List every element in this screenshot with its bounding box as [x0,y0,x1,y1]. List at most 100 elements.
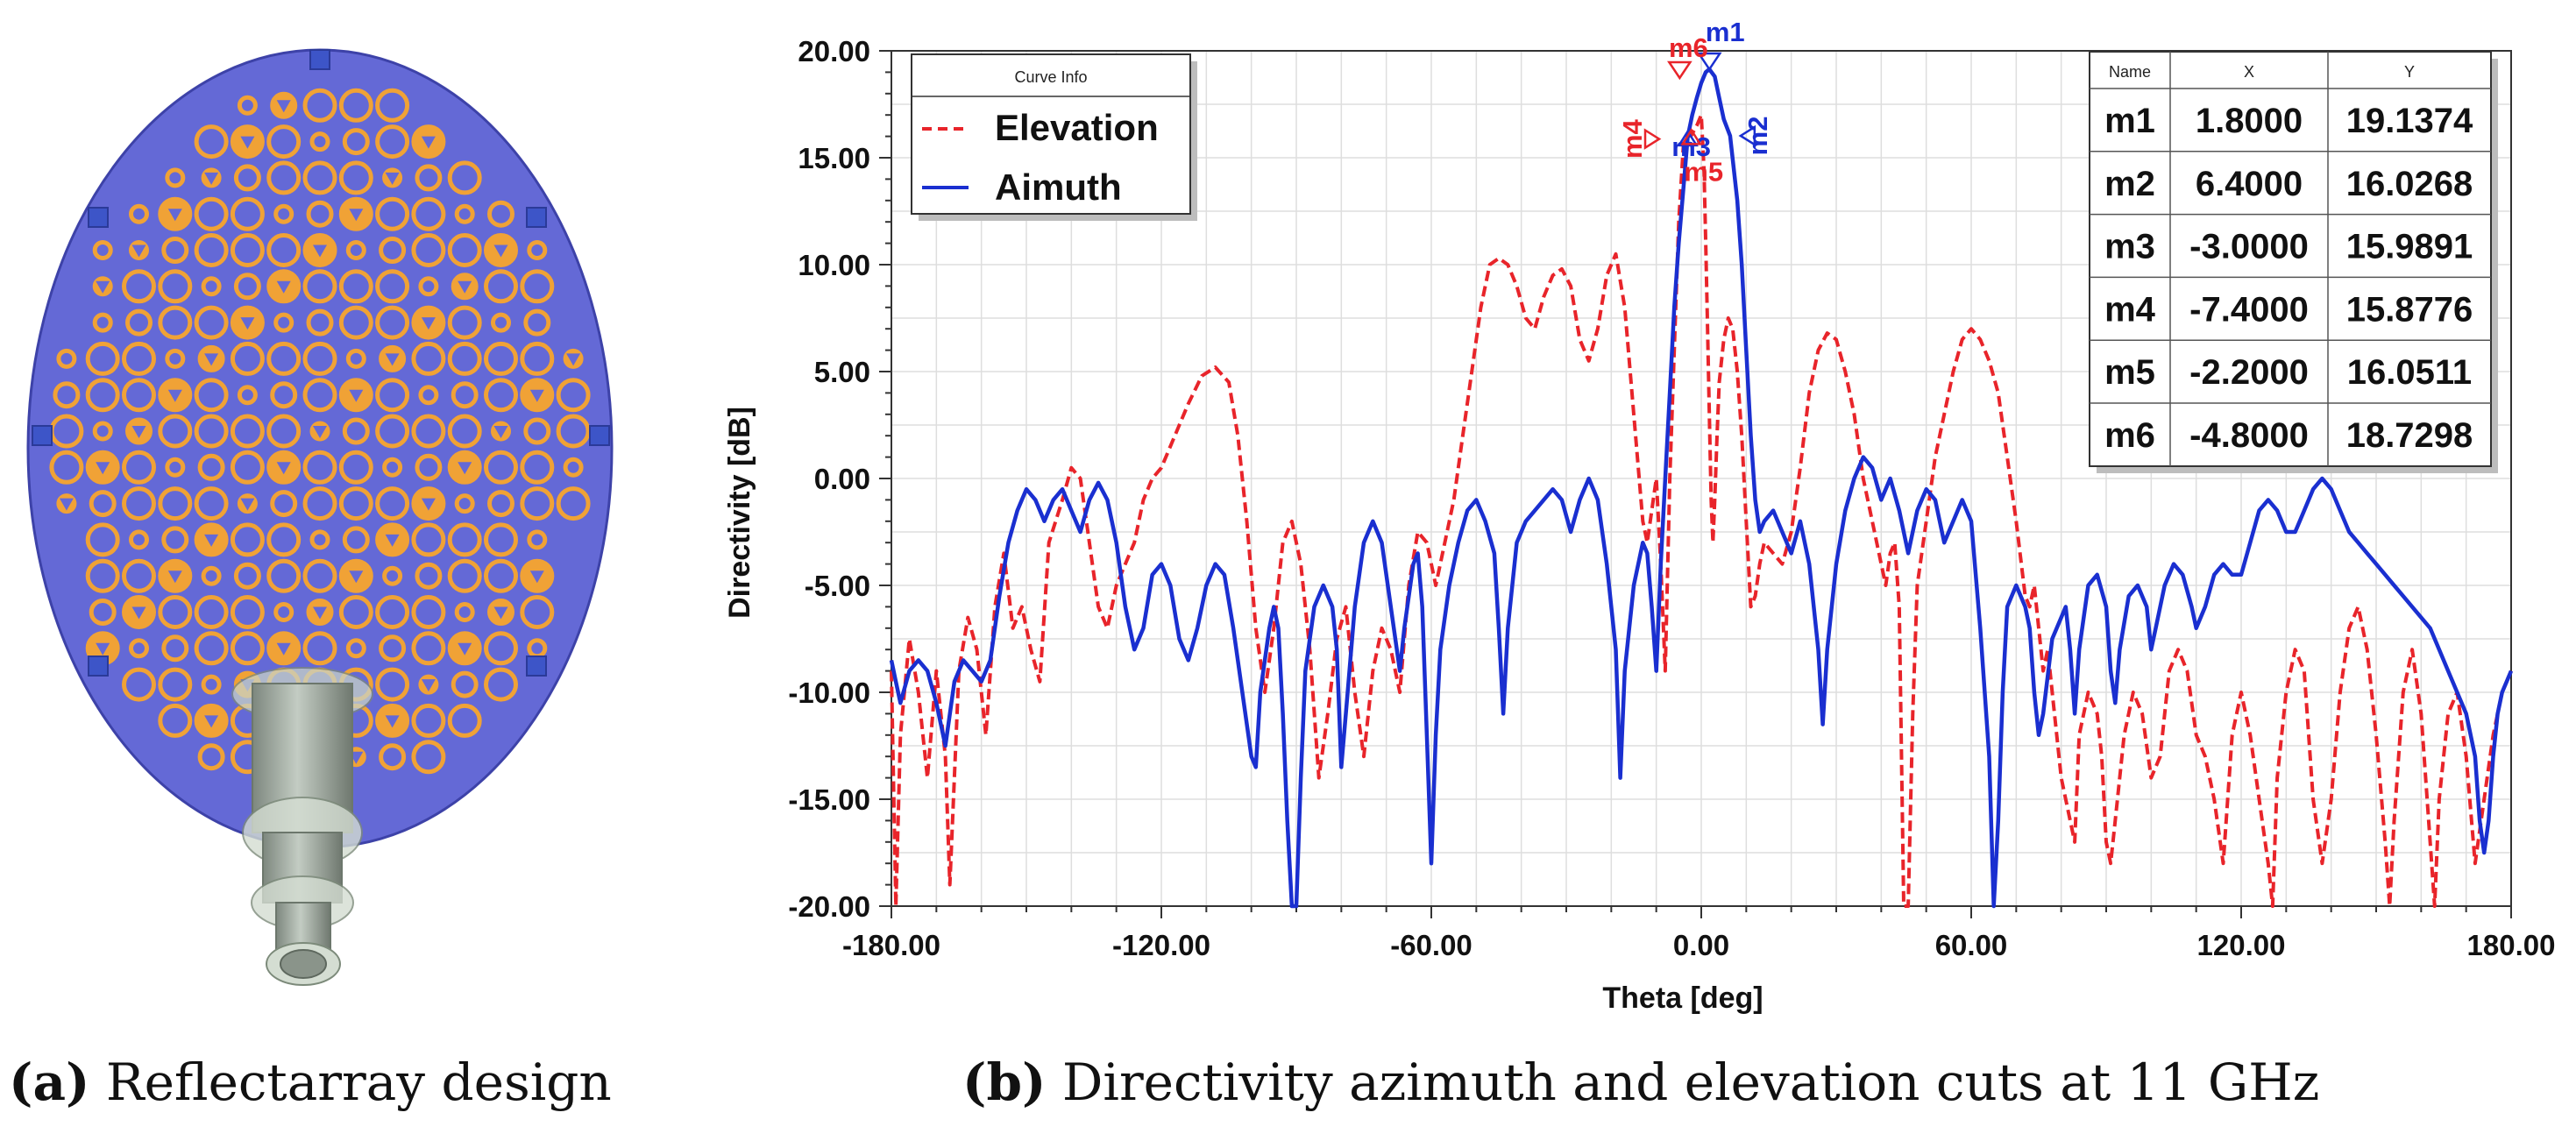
y-tick-label: 5.00 [814,356,870,388]
alignment-pad [309,49,330,70]
array-element [375,305,410,340]
array-element [338,595,373,629]
caption-a-text: Reflectarray design [105,1052,612,1112]
array-element-notch [493,606,508,620]
array-element [520,450,555,485]
array-element-notch [96,642,110,655]
array-element [487,200,514,228]
marker-m3-symbol [1677,129,1699,147]
table-cell-x: -3.0000 [2189,228,2309,266]
array-element [122,486,156,521]
directivity-chart: -180.00 -120.00 -60.00 0.00 60.00 120.00 180.0… [723,17,2555,1015]
table-cell-name: m3 [2104,228,2155,266]
array-element [266,160,302,195]
array-element [306,200,334,228]
marker-m5-label: m5 [1684,156,1723,187]
array-element [197,743,225,771]
array-element [379,237,407,264]
array-element [85,341,120,376]
array-element [523,417,551,445]
array-element-notch [493,426,508,438]
array-element-notch [276,642,291,655]
array-element [447,558,482,593]
array-element [85,558,120,593]
array-element [342,417,370,445]
array-element [302,88,337,123]
array-element [230,341,265,376]
array-element [415,453,443,481]
x-tick-label: -60.00 [1390,929,1473,961]
caption-a: (a) Reflectarray design [9,1034,612,1130]
array-element [266,558,302,593]
array-element-notch [385,353,400,366]
array-element [230,595,265,629]
array-element [411,414,446,449]
array-element-notch [313,606,327,620]
array-element-notch [240,317,255,330]
array-element-notch [313,426,327,438]
x-tick-label: 0.00 [1673,929,1729,961]
alignment-pad [526,207,547,228]
table-cell-y: 15.8776 [2346,290,2473,329]
array-element [302,341,337,376]
array-element-notch [204,172,219,185]
array-element [158,414,193,449]
array-element [563,457,584,478]
array-element [129,203,149,224]
caption-a-tag: (a) [9,1052,90,1112]
array-element-notch [276,280,291,294]
array-element-notch [385,534,400,547]
array-element-notch [204,353,219,366]
array-element-notch [204,715,219,728]
series-aimuth-line [889,67,2514,909]
array-element [451,381,479,409]
alignment-pad [32,425,53,446]
array-element [338,160,373,195]
caption-b-text: Directivity azimuth and elevation cuts a… [1061,1052,2320,1112]
x-tick-label: 180.00 [2467,929,2556,961]
array-element [53,381,81,409]
array-element-notch [131,606,146,620]
array-element-notch [385,715,400,728]
array-element [520,269,555,304]
array-element [49,450,84,485]
array-element [266,233,302,267]
array-element [345,638,366,659]
array-element-notch [313,244,327,258]
array-element-notch [240,498,255,511]
array-element [484,667,518,702]
array-element-notch [240,136,255,149]
array-element [230,196,265,231]
marker-m4-symbol [1643,128,1662,150]
array-element [484,269,518,304]
array-element-notch [349,389,364,402]
array-element-notch [59,498,74,511]
array-element [158,486,193,521]
array-element [342,526,370,554]
array-element [201,276,222,297]
array-element [520,595,555,629]
array-element [302,450,337,485]
array-element [451,670,479,698]
array-element [161,634,189,663]
alignment-pad [88,207,109,228]
markers: m1 m2 m3 m4 m5 m6 [1617,17,1773,187]
array-element-notch [276,462,291,475]
array-element-notch [493,244,508,258]
array-element [85,522,120,557]
array-element [556,486,591,521]
array-element [92,240,113,260]
array-element-notch [529,570,544,584]
array-element [338,305,373,340]
array-element [201,565,222,586]
alignment-pad [526,655,547,677]
table-cell-x: -7.4000 [2189,290,2309,329]
array-element [158,703,193,738]
array-element [194,305,229,340]
array-element [194,196,229,231]
array-element [338,486,373,521]
array-element-notch [131,244,146,258]
axes: -180.00 -120.00 -60.00 0.00 60.00 120.00 180.0… [788,35,2555,961]
table-cell-name: m2 [2104,165,2155,203]
array-element [375,414,410,449]
